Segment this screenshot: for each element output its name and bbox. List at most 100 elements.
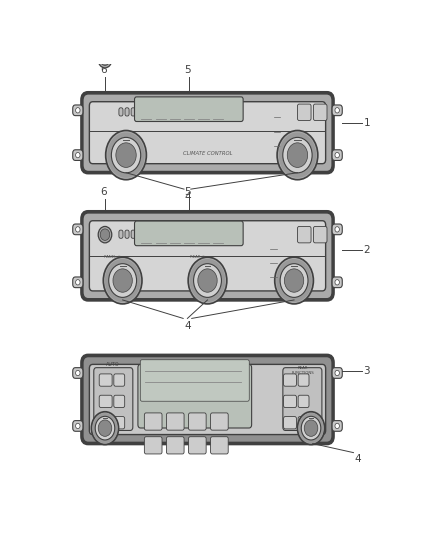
Circle shape (335, 108, 339, 113)
FancyBboxPatch shape (134, 97, 243, 122)
FancyBboxPatch shape (131, 230, 135, 238)
FancyBboxPatch shape (131, 108, 135, 116)
Circle shape (335, 280, 339, 285)
FancyBboxPatch shape (73, 150, 83, 160)
Circle shape (275, 257, 314, 304)
FancyBboxPatch shape (99, 374, 112, 386)
Circle shape (280, 264, 308, 297)
FancyBboxPatch shape (332, 421, 342, 431)
FancyBboxPatch shape (73, 421, 83, 431)
Circle shape (301, 416, 321, 440)
FancyBboxPatch shape (119, 230, 123, 238)
FancyBboxPatch shape (89, 365, 325, 434)
FancyBboxPatch shape (188, 413, 206, 430)
Circle shape (76, 423, 80, 429)
FancyBboxPatch shape (82, 356, 333, 443)
FancyBboxPatch shape (298, 395, 309, 408)
Circle shape (92, 411, 119, 445)
Circle shape (98, 52, 112, 68)
Text: 3: 3 (364, 366, 370, 376)
FancyBboxPatch shape (114, 417, 125, 429)
FancyBboxPatch shape (73, 105, 83, 116)
Circle shape (100, 229, 110, 240)
Circle shape (304, 420, 318, 437)
Circle shape (284, 269, 304, 292)
Circle shape (92, 413, 117, 443)
Circle shape (276, 259, 312, 302)
Circle shape (76, 370, 80, 376)
FancyBboxPatch shape (166, 413, 184, 430)
Circle shape (98, 227, 112, 243)
Text: 1: 1 (364, 118, 370, 128)
Circle shape (335, 152, 339, 158)
FancyBboxPatch shape (283, 395, 297, 408)
FancyBboxPatch shape (211, 437, 228, 454)
Circle shape (98, 420, 112, 437)
FancyBboxPatch shape (94, 368, 133, 431)
Circle shape (105, 259, 141, 302)
Circle shape (76, 108, 80, 113)
Circle shape (76, 280, 80, 285)
Text: PANEL ©: PANEL © (104, 255, 121, 260)
FancyBboxPatch shape (83, 357, 332, 442)
FancyBboxPatch shape (99, 395, 112, 408)
FancyBboxPatch shape (314, 227, 327, 243)
Circle shape (297, 411, 325, 445)
FancyBboxPatch shape (211, 413, 228, 430)
Circle shape (103, 257, 142, 304)
Circle shape (107, 133, 145, 178)
Text: 4: 4 (184, 321, 191, 332)
FancyBboxPatch shape (89, 221, 325, 291)
FancyBboxPatch shape (332, 150, 342, 160)
FancyBboxPatch shape (298, 417, 309, 429)
Circle shape (335, 423, 339, 429)
FancyBboxPatch shape (73, 368, 83, 378)
FancyBboxPatch shape (125, 108, 129, 116)
Text: 6: 6 (100, 187, 106, 197)
FancyBboxPatch shape (145, 437, 162, 454)
Text: 6: 6 (100, 64, 106, 75)
Circle shape (76, 152, 80, 158)
FancyBboxPatch shape (298, 374, 309, 386)
FancyBboxPatch shape (83, 213, 332, 298)
Circle shape (109, 264, 137, 297)
Circle shape (194, 264, 222, 297)
Text: 4: 4 (184, 192, 191, 202)
FancyBboxPatch shape (83, 94, 332, 172)
Circle shape (190, 259, 225, 302)
FancyBboxPatch shape (134, 221, 243, 246)
Circle shape (116, 143, 136, 167)
Circle shape (299, 413, 324, 443)
Text: 5: 5 (184, 64, 191, 75)
Circle shape (283, 138, 312, 173)
Circle shape (335, 227, 339, 232)
Circle shape (76, 227, 80, 232)
Text: AUTO: AUTO (106, 362, 120, 367)
FancyBboxPatch shape (297, 104, 311, 120)
FancyBboxPatch shape (332, 105, 342, 116)
Circle shape (198, 269, 217, 292)
FancyBboxPatch shape (283, 374, 297, 386)
Circle shape (111, 138, 141, 173)
FancyBboxPatch shape (73, 277, 83, 288)
FancyBboxPatch shape (166, 437, 184, 454)
Circle shape (277, 131, 318, 180)
FancyBboxPatch shape (188, 437, 206, 454)
FancyBboxPatch shape (138, 365, 251, 428)
FancyBboxPatch shape (314, 104, 327, 120)
FancyBboxPatch shape (145, 413, 162, 430)
Circle shape (106, 131, 146, 180)
Circle shape (188, 257, 227, 304)
Circle shape (113, 269, 132, 292)
FancyBboxPatch shape (283, 417, 297, 429)
FancyBboxPatch shape (332, 368, 342, 378)
FancyBboxPatch shape (114, 374, 125, 386)
Text: REAR ©: REAR © (190, 255, 205, 260)
Text: 5: 5 (184, 187, 191, 197)
Text: POWER: POWER (99, 426, 110, 430)
FancyBboxPatch shape (283, 368, 322, 431)
FancyBboxPatch shape (125, 230, 129, 238)
FancyBboxPatch shape (119, 108, 123, 116)
Text: REAR
FUNCTIONS: REAR FUNCTIONS (291, 366, 314, 375)
Circle shape (279, 133, 316, 178)
